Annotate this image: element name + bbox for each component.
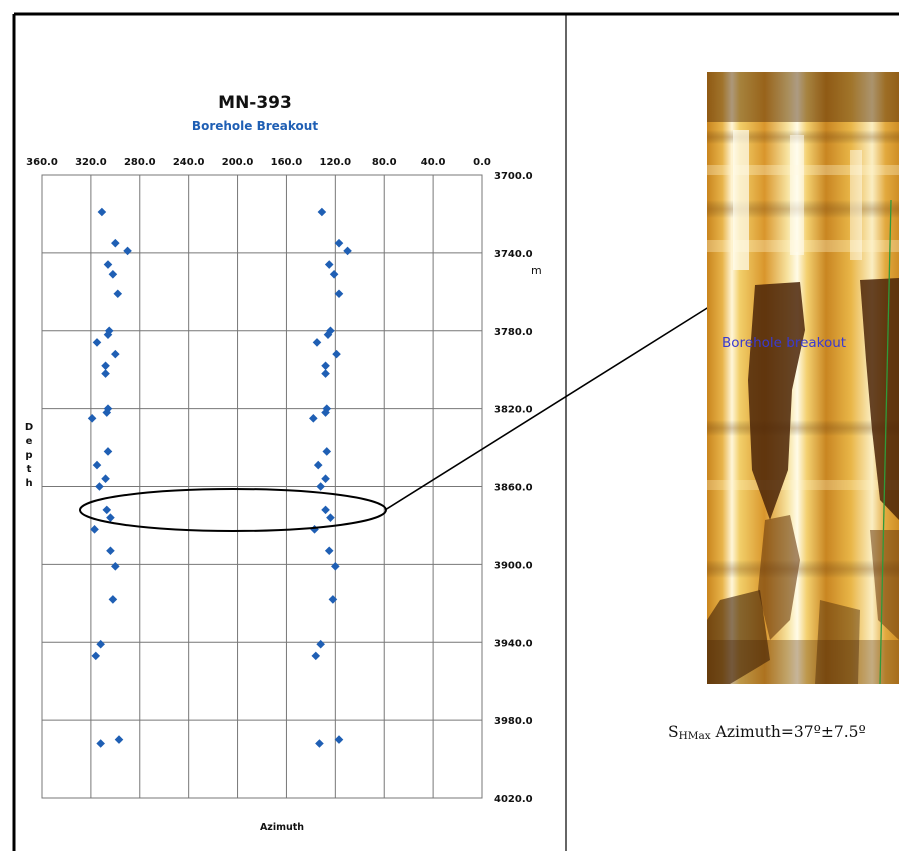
data-point	[332, 349, 341, 359]
x-tick-label: 200.0	[222, 157, 254, 168]
data-point	[309, 414, 318, 423]
x-tick-label: 160.0	[271, 157, 303, 168]
data-point	[103, 447, 113, 456]
data-point	[103, 260, 113, 269]
data-point	[101, 474, 110, 484]
stress-subscript: HMax	[679, 730, 711, 742]
x-tick-label: 240.0	[173, 157, 205, 168]
data-point	[322, 447, 332, 456]
data-point	[310, 525, 319, 534]
data-point	[102, 505, 112, 515]
data-point	[326, 513, 335, 522]
stress-azimuth-caption: SHMax Azimuth=37º±7.5º	[668, 723, 866, 742]
data-point	[313, 460, 323, 470]
data-point	[334, 735, 344, 744]
data-point	[321, 361, 330, 371]
data-point	[95, 482, 104, 491]
borehole-image: Borehole breakout	[707, 72, 899, 685]
data-point	[321, 408, 330, 417]
data-point	[103, 330, 113, 339]
data-point	[97, 207, 107, 217]
data-point	[102, 408, 112, 417]
data-point	[91, 651, 101, 661]
data-point	[113, 289, 123, 299]
data-point	[316, 482, 325, 491]
data-point	[92, 338, 102, 347]
chart-subtitle: Borehole Breakout	[192, 119, 318, 133]
data-point	[111, 349, 120, 359]
data-point	[106, 513, 115, 522]
data-point	[328, 595, 338, 604]
x-tick-labels: 360.0 320.0 280.0 240.0 200.0 160.0 120.0 80.0 4…	[26, 157, 491, 168]
x-axis-label: Azimuth	[260, 822, 304, 833]
highlight-ellipse	[79, 488, 387, 532]
data-point	[96, 739, 105, 748]
data-point	[108, 269, 118, 279]
y-unit-label: m	[531, 264, 542, 277]
data-point	[324, 260, 334, 269]
data-point	[334, 238, 344, 248]
data-point	[316, 639, 325, 649]
data-point	[343, 246, 352, 256]
y-tick-label: 3700.0	[494, 171, 533, 182]
breakout-annotation: Borehole breakout	[722, 335, 846, 351]
data-point	[96, 639, 105, 649]
green-trace-line	[879, 199, 892, 685]
y-tick-label: 3940.0	[494, 638, 533, 649]
x-tick-label: 80.0	[372, 157, 397, 168]
y-tick-label: 3780.0	[494, 327, 533, 338]
data-point	[111, 238, 120, 248]
x-tick-label: 360.0	[26, 157, 58, 168]
data-point	[321, 369, 330, 378]
stress-value: Azimuth=37º±7.5º	[711, 723, 866, 741]
data-point	[101, 369, 110, 378]
x-tick-label: 320.0	[75, 157, 107, 168]
data-point	[123, 246, 132, 256]
data-point	[317, 207, 327, 217]
data-point	[315, 739, 324, 748]
data-point	[326, 326, 335, 336]
breakout-zone-left	[748, 282, 805, 520]
y-tick-label: 3980.0	[494, 716, 533, 727]
data-point	[324, 546, 334, 556]
x-tick-label: 40.0	[421, 157, 446, 168]
x-tick-label: 280.0	[124, 157, 156, 168]
data-point	[111, 562, 120, 571]
data-point	[114, 735, 124, 744]
data-point	[331, 562, 340, 571]
data-point	[106, 546, 115, 556]
y-tick-label: 3900.0	[494, 560, 533, 571]
data-series	[87, 207, 352, 748]
data-point	[90, 525, 99, 534]
data-point	[92, 460, 102, 470]
data-point	[321, 505, 330, 515]
data-point	[321, 474, 330, 484]
y-tick-label: 3740.0	[494, 249, 533, 260]
x-tick-label: 120.0	[320, 157, 352, 168]
data-point	[334, 289, 344, 299]
pointer-line	[384, 304, 713, 511]
y-tick-label: 3820.0	[494, 405, 533, 416]
data-point	[323, 330, 333, 339]
grid-lines	[41, 174, 483, 799]
plot-area-border	[41, 174, 483, 799]
y-tick-labels: 3700.0 3740.0 3780.0 3820.0 3860.0 3900.0 3940…	[494, 171, 533, 805]
data-point	[87, 414, 97, 423]
breakout-zone-right	[860, 278, 899, 520]
chart-title: MN-393	[218, 93, 292, 113]
stress-symbol: S	[668, 723, 679, 741]
data-point	[101, 361, 110, 371]
data-point	[311, 651, 321, 661]
x-tick-label: 0.0	[473, 157, 491, 168]
data-point	[108, 595, 118, 604]
data-point	[312, 338, 322, 347]
y-tick-label: 3860.0	[494, 483, 533, 494]
y-tick-label: 4020.0	[494, 794, 533, 805]
data-point	[329, 269, 339, 279]
